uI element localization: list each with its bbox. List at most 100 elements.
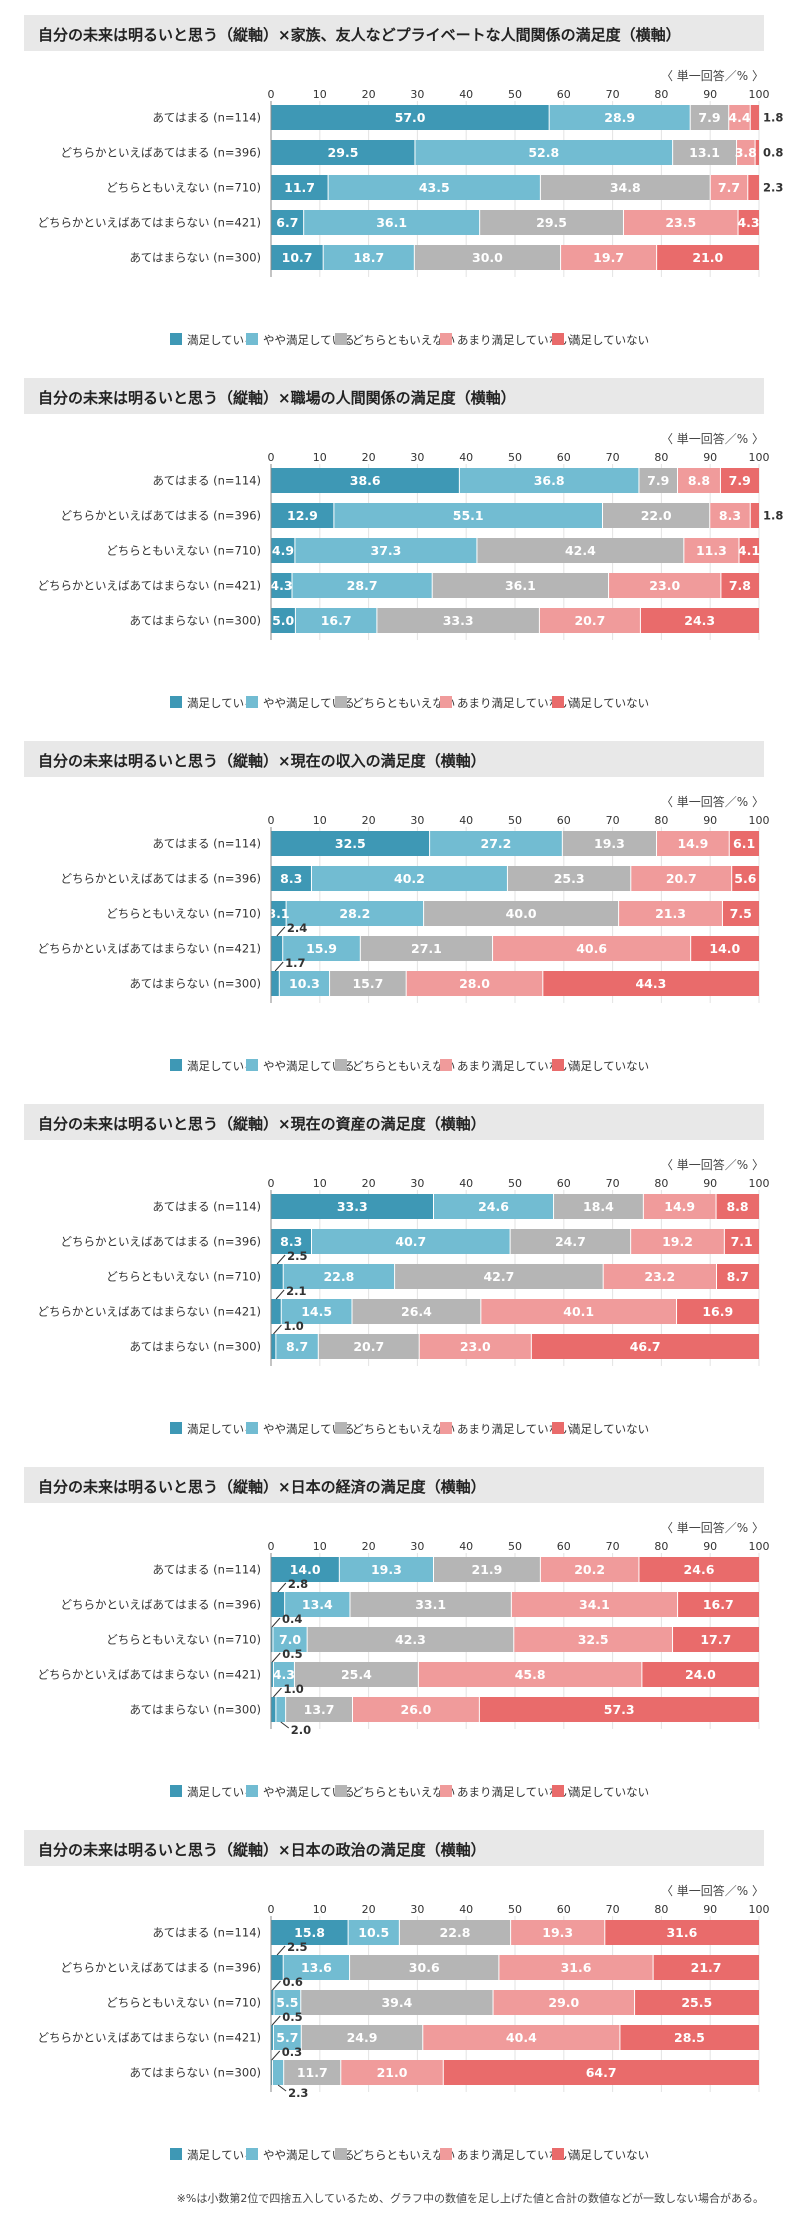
bar-segment xyxy=(283,2060,341,2085)
x-tick-label: 60 xyxy=(557,88,571,101)
bar-segment xyxy=(643,1194,717,1219)
x-tick-label: 30 xyxy=(410,1903,424,1916)
data-label: 1.0 xyxy=(283,1682,303,1696)
bar-segment xyxy=(507,866,631,891)
data-label: 4.3 xyxy=(273,1667,295,1682)
chart-svg: 0 10 20 30 40 50 60 70 80 90 100 あてはまる (n=114) 33.3 2… xyxy=(37,1177,770,1436)
chart-3: 自分の未来は明るいと思う（縦軸）×現在の収入の満足度（横軸） 〈 単一回答／% 〉… xyxy=(0,741,790,1091)
data-label: 38.6 xyxy=(350,473,381,488)
chart-title: 自分の未来は明るいと思う（縦軸）×現在の資産の満足度（横軸） xyxy=(38,1115,486,1133)
legend-label: 満足していない xyxy=(569,333,649,347)
bar-segment xyxy=(729,831,759,856)
data-label: 32.5 xyxy=(335,836,366,851)
row-label: どちらかといえばあてはまらない (n=421) xyxy=(37,2031,261,2045)
x-tick-label: 20 xyxy=(362,814,376,827)
bar-segment xyxy=(677,1592,759,1617)
data-label: 7.9 xyxy=(729,473,751,488)
data-label: 0.5 xyxy=(282,1647,302,1661)
bar-segment xyxy=(510,1920,605,1945)
bar-segment xyxy=(271,105,550,130)
data-label: 4.3 xyxy=(737,215,759,230)
bar-segment xyxy=(333,503,603,528)
bar-segment xyxy=(294,538,477,563)
chart-svg: 0 10 20 30 40 50 60 70 80 90 100 あてはまる (n=114) 57.0 2… xyxy=(37,88,783,347)
data-label: 8.7 xyxy=(727,1269,749,1284)
bar-segment xyxy=(271,1662,274,1687)
legend-label: やや満足している xyxy=(263,1422,355,1436)
row-label: あてはまらない (n=300) xyxy=(129,2066,261,2080)
legend-swatch xyxy=(246,1785,258,1797)
legend-swatch xyxy=(246,1422,258,1434)
data-label: 28.0 xyxy=(459,976,490,991)
legend-label: 満足している xyxy=(187,333,256,347)
data-label: 14.9 xyxy=(664,1199,695,1214)
unit-label: 〈 単一回答／% 〉 xyxy=(660,1884,764,1898)
bar-segment xyxy=(349,1955,499,1980)
data-label: 36.1 xyxy=(505,578,536,593)
chart-title: 自分の未来は明るいと思う（縦軸）×家族、友人などプライベートな人間関係の満足度（… xyxy=(38,26,681,44)
row-label: どちらかといえばあてはまらない (n=421) xyxy=(37,216,261,230)
bar-segment xyxy=(300,1990,494,2015)
bar-segment xyxy=(311,866,508,891)
bar-segment xyxy=(339,1557,434,1582)
bar-segment xyxy=(271,1229,312,1254)
bar-segment xyxy=(608,573,721,598)
data-label: 14.0 xyxy=(709,941,740,956)
x-tick-label: 50 xyxy=(508,1903,522,1916)
data-label: 13.4 xyxy=(302,1597,333,1612)
legend-swatch xyxy=(440,1785,452,1797)
legend-swatch xyxy=(440,1422,452,1434)
bar-segment xyxy=(498,1955,654,1980)
legend-swatch xyxy=(552,696,564,708)
data-label: 24.9 xyxy=(347,2030,378,2045)
unit-label: 〈 単一回答／% 〉 xyxy=(660,1521,764,1535)
data-label: 8.8 xyxy=(688,473,710,488)
data-label: 40.4 xyxy=(506,2030,537,2045)
chart-svg: 0 10 20 30 40 50 60 70 80 90 100 あてはまる (n=114) 32.5 2… xyxy=(37,814,769,1073)
data-label: 1.8 xyxy=(763,509,783,523)
data-label: 18.4 xyxy=(583,1199,614,1214)
bar-segment xyxy=(281,1299,353,1324)
x-tick-label: 100 xyxy=(749,1177,770,1190)
data-label: 7.8 xyxy=(729,578,751,593)
row-label: あてはまる (n=114) xyxy=(152,837,261,851)
bar-segment xyxy=(731,866,759,891)
data-label: 30.6 xyxy=(409,1960,440,1975)
data-label: 27.2 xyxy=(481,836,512,851)
bar-segment xyxy=(422,2025,620,2050)
bar-segment xyxy=(271,608,296,633)
legend-label: やや満足している xyxy=(263,2148,355,2162)
row-label: どちらかといえばあてはまらない (n=421) xyxy=(37,942,261,956)
bar-segment xyxy=(604,1920,759,1945)
x-tick-label: 20 xyxy=(362,1177,376,1190)
x-tick-label: 40 xyxy=(459,814,473,827)
bar-segment xyxy=(295,608,377,633)
data-label: 7.5 xyxy=(730,906,752,921)
x-tick-label: 30 xyxy=(410,1540,424,1553)
bar-segment xyxy=(275,1697,286,1722)
legend-label: やや満足している xyxy=(263,333,355,347)
x-tick-label: 70 xyxy=(606,1177,620,1190)
x-tick-label: 30 xyxy=(410,88,424,101)
chart-title-bar: 自分の未来は明るいと思う（縦軸）×現在の収入の満足度（横軸） xyxy=(24,741,764,777)
legend-label: どちらともいえない xyxy=(352,1422,455,1436)
chart-1: 自分の未来は明るいと思う（縦軸）×家族、友人などプライベートな人間関係の満足度（… xyxy=(0,15,790,365)
x-tick-label: 0 xyxy=(268,88,275,101)
data-label: 6.1 xyxy=(733,836,755,851)
data-label: 13.6 xyxy=(301,1960,332,1975)
bar-segment xyxy=(492,936,691,961)
leader-line xyxy=(273,1687,282,1698)
data-label: 8.3 xyxy=(719,508,741,523)
bar-segment xyxy=(271,210,304,235)
x-tick-label: 80 xyxy=(654,88,668,101)
data-label: 1.8 xyxy=(763,111,783,125)
legend-swatch xyxy=(552,333,564,345)
data-label: 25.5 xyxy=(681,1995,712,2010)
bar-segment xyxy=(271,245,324,270)
bar-segment xyxy=(690,936,759,961)
legend-label: どちらともいえない xyxy=(352,1785,455,1799)
data-label: 7.1 xyxy=(731,1234,753,1249)
bar-segment xyxy=(511,1592,678,1617)
data-label: 21.9 xyxy=(472,1562,503,1577)
data-label: 10.3 xyxy=(289,976,320,991)
